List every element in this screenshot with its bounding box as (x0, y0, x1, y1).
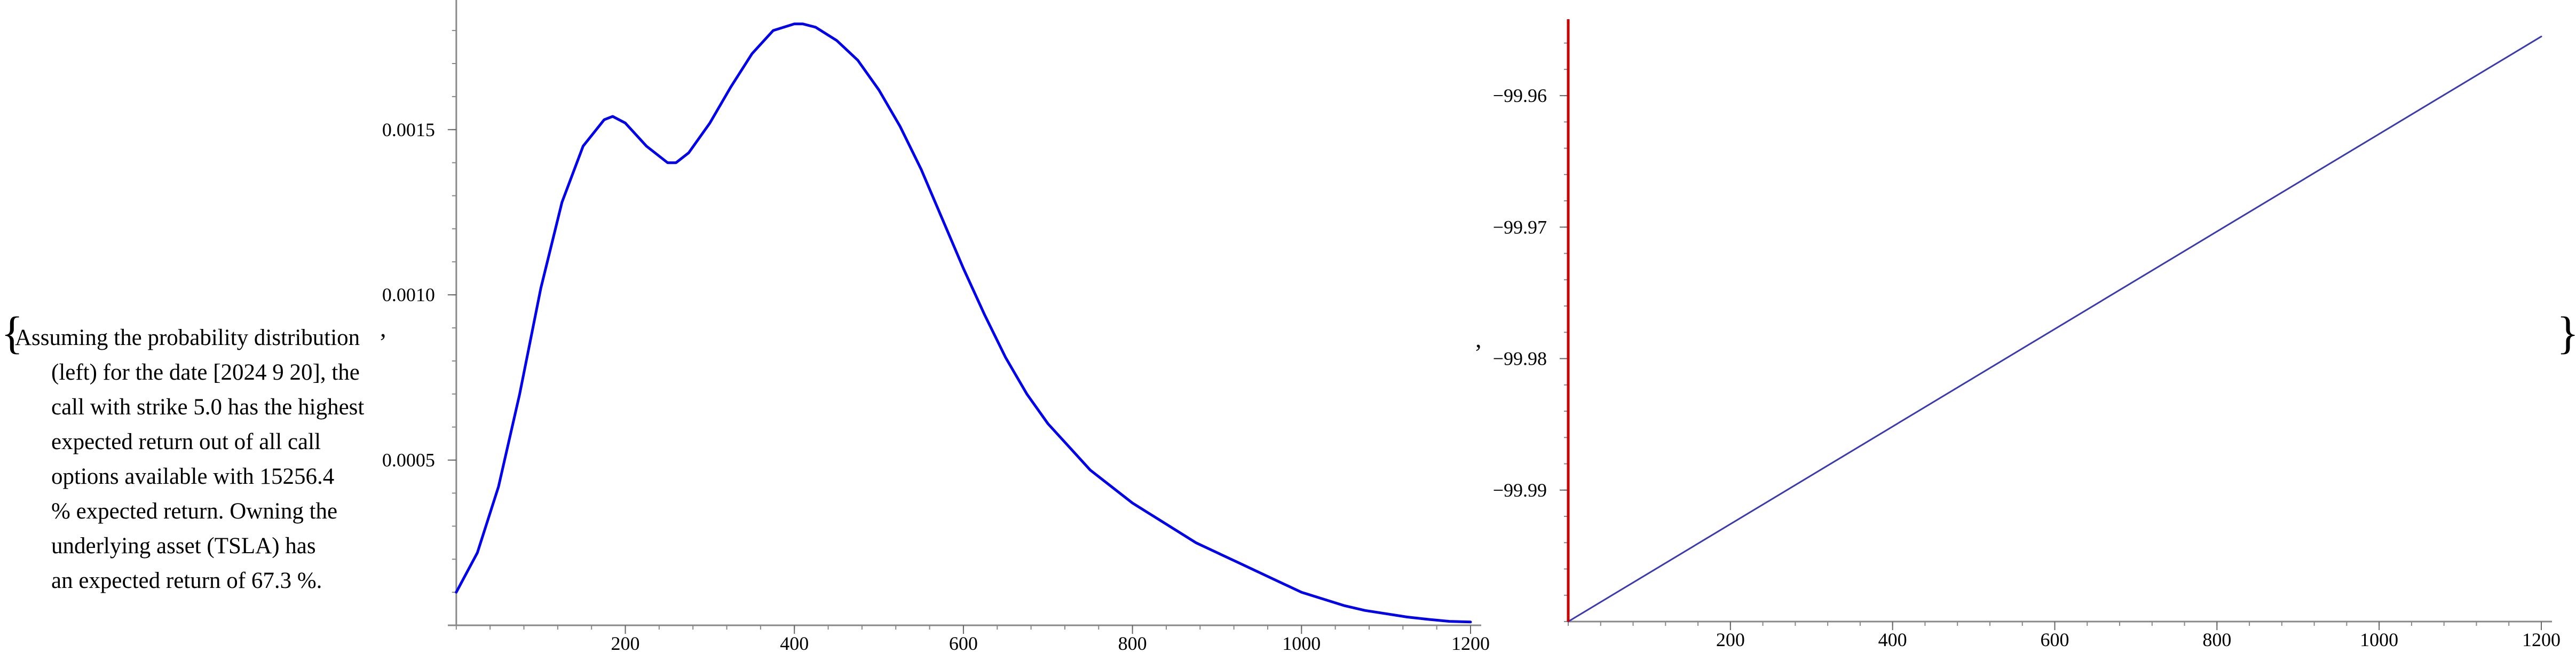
x-tick-label: 1000 (2360, 629, 2398, 650)
x-tick-label: 1000 (1282, 633, 1321, 652)
caption-text: Assuming the probability distribution (l… (15, 320, 389, 598)
y-tick-label: −99.99 (1493, 480, 1547, 501)
separator-comma: , (1475, 325, 1482, 352)
caption-line: options available with 15256.4 (51, 464, 335, 489)
x-tick-label: 200 (1716, 629, 1745, 650)
caption-line: (left) for the date [2024 9 20], the (51, 360, 360, 385)
caption-line: underlying asset (TSLA) has (51, 533, 316, 559)
y-tick-label: 0.0005 (382, 450, 435, 471)
close-brace: } (2557, 310, 2576, 356)
x-tick-label: 600 (2041, 629, 2069, 650)
y-tick-label: −99.97 (1493, 216, 1547, 238)
x-tick-label: 400 (780, 633, 809, 652)
x-tick-label: 1200 (1451, 633, 1490, 652)
caption-line: % expected return. Owning the (51, 499, 338, 524)
data-line (1567, 35, 2542, 623)
x-tick-label: 1200 (2522, 629, 2561, 650)
y-tick-label: 0.0015 (382, 119, 435, 140)
caption-line: expected return out of all call (51, 429, 321, 454)
x-tick-label: 200 (611, 633, 640, 652)
caption-line: Assuming the probability distribution (15, 325, 360, 350)
x-tick-label: 800 (1118, 633, 1147, 652)
x-tick-label: 400 (1878, 629, 1907, 650)
x-tick-label: 800 (2202, 629, 2231, 650)
x-tick-label: 600 (949, 633, 978, 652)
caption-line: an expected return of 67.3 %. (51, 568, 322, 593)
separator-comma: , (380, 315, 386, 342)
y-tick-label: 0.0010 (382, 284, 435, 305)
y-tick-label: −99.96 (1493, 85, 1547, 106)
data-line (455, 22, 1472, 624)
open-brace: { (1, 307, 23, 358)
y-tick-label: −99.98 (1493, 348, 1547, 370)
caption-line: call with strike 5.0 has the highest (51, 395, 365, 420)
